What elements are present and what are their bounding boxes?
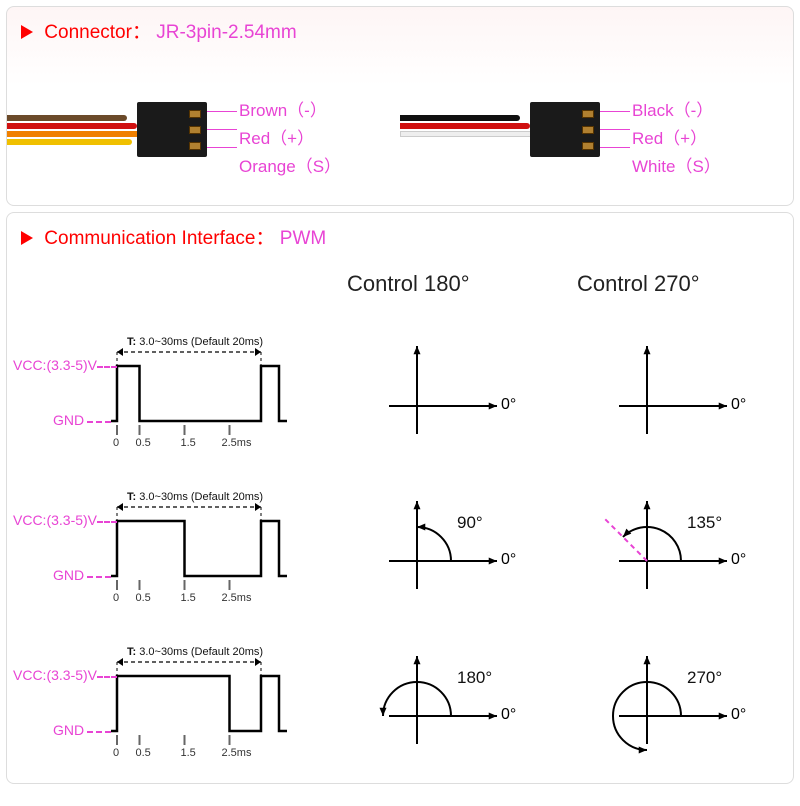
zero-label: 0° [501,706,516,724]
lead-line [600,111,630,112]
pin-label: Orange（S） [239,153,341,181]
connector-title: Connector： JR-3pin-2.54mm [7,7,793,50]
connector-title-value: JR-3pin-2.54mm [156,22,296,43]
wire-black [400,115,520,121]
gnd-label: GND [53,722,84,738]
tick-label: 0 [113,437,119,449]
tick-label: 1.5 [181,437,196,449]
waveform-cell: VCC:(3.3-5)V GND 0 0.5 1.5 2.5ms T: 3.0~30ms (… [7,476,327,631]
vcc-label: VCC:(3.3-5)V [13,512,97,528]
angle-label: 180° [457,668,492,688]
pin-slot [189,126,201,134]
angle-label: 90° [457,513,483,533]
triangle-bullet-icon [21,231,33,245]
pin-labels-right: Black（-） Red（+） White（S） [632,97,721,181]
angle-cell: 135° 0° [557,476,787,631]
zero-label: 0° [731,396,746,414]
triangle-bullet-icon [21,25,33,39]
lead-line [207,111,237,112]
lead-line [207,129,237,130]
period-label: T: 3.0~30ms (Default 20ms) [127,336,263,348]
wire-orange [7,131,142,137]
wire-brown [7,115,127,121]
connector-housing-right [530,102,600,157]
gnd-label: GND [53,567,84,583]
connector-housing-left [137,102,207,157]
pwm-title: Communication Interface： PWM [7,213,793,256]
period-label: T: 3.0~30ms (Default 20ms) [127,646,263,658]
pin-label: Red（+） [239,125,341,153]
connector-title-key: Connector： [44,22,151,43]
vcc-label: VCC:(3.3-5)V [13,667,97,683]
zero-label: 0° [731,706,746,724]
zero-label: 0° [731,551,746,569]
tick-label: 2.5ms [222,747,252,759]
wire-white [400,131,535,137]
col-header-180: Control 180° [327,261,557,321]
pwm-title-key: Communication Interface： [44,228,274,249]
wire-yellow [7,139,132,145]
angle-cell: 0°0° [327,321,557,476]
pin-label: Brown（-） [239,97,341,125]
pin-labels-left: Brown（-） Red（+） Orange（S） [239,97,341,181]
connector-panel: Connector： JR-3pin-2.54mm Brown（-） Red（+… [6,6,794,206]
connector-right: Black（-） Red（+） White（S） [400,57,793,205]
col-header-270: Control 270° [557,261,787,321]
pin-label: Black（-） [632,97,721,125]
pin-label: White（S） [632,153,721,181]
pin-slot [582,142,594,150]
tick-label: 1.5 [181,747,196,759]
waveform-cell: VCC:(3.3-5)V GND 0 0.5 1.5 2.5ms T: 3.0~30ms (… [7,321,327,476]
pin-label: Red（+） [632,125,721,153]
angle-cell: 270° 0° [557,631,787,786]
tick-label: 0 [113,592,119,604]
lead-line [207,147,237,148]
tick-label: 1.5 [181,592,196,604]
connector-left: Brown（-） Red（+） Orange（S） [7,57,400,205]
angle-cell: 90° 0° [327,476,557,631]
tick-label: 0.5 [136,592,151,604]
angle-label: 135° [687,513,722,533]
pwm-panel: Communication Interface： PWM Control 180… [6,212,794,784]
wire-red [7,123,137,129]
tick-label: 0.5 [136,747,151,759]
waveform-cell: VCC:(3.3-5)V GND 0 0.5 1.5 2.5ms T: 3.0~30ms (… [7,631,327,786]
angle-label: 270° [687,668,722,688]
pin-slot [582,110,594,118]
period-label: T: 3.0~30ms (Default 20ms) [127,491,263,503]
tick-label: 2.5ms [222,592,252,604]
lead-line [600,129,630,130]
pin-slot [189,110,201,118]
tick-label: 0 [113,747,119,759]
col-header-wave [7,261,327,321]
wire-red [400,123,530,129]
vcc-label: VCC:(3.3-5)V [13,357,97,373]
zero-label: 0° [501,396,516,414]
pin-slot [189,142,201,150]
pwm-title-value: PWM [280,228,326,249]
pin-slot [582,126,594,134]
lead-line [600,147,630,148]
angle-cell: 0°0° [557,321,787,476]
gnd-label: GND [53,412,84,428]
connector-area: Brown（-） Red（+） Orange（S） Black（-） Red（+… [7,57,793,205]
tick-label: 0.5 [136,437,151,449]
zero-label: 0° [501,551,516,569]
pwm-grid: Control 180° Control 270° VCC:(3.3-5)V GN… [7,261,793,783]
angle-cell: 180° 0° [327,631,557,786]
tick-label: 2.5ms [222,437,252,449]
